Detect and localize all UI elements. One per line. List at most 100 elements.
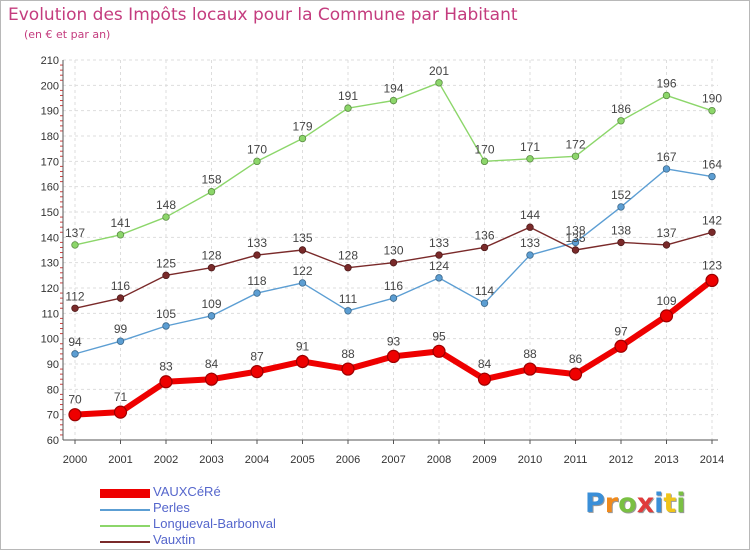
data-point-vauxtin [207, 264, 216, 272]
logo-letter: o [618, 488, 637, 519]
y-tick-label: 80 [47, 384, 59, 396]
data-label-vauxc-r-: 86 [569, 352, 583, 366]
data-point-perles [571, 238, 580, 247]
x-tick-label: 2001 [108, 454, 132, 466]
data-label-vauxtin: 137 [656, 226, 676, 240]
y-tick-label: 70 [47, 410, 59, 422]
data-label-vauxc-r-: 109 [656, 294, 676, 308]
data-point-vauxc-r- [113, 405, 128, 419]
data-label-longueval-barbonval: 186 [611, 102, 631, 116]
data-label-vauxc-r-: 88 [523, 347, 537, 361]
data-point-longueval-barbonval [344, 104, 352, 112]
data-point-longueval-barbonval [298, 134, 307, 143]
data-point-vauxc-r- [341, 362, 355, 376]
data-point-vauxtin [389, 258, 398, 267]
data-label-longueval-barbonval: 170 [247, 142, 267, 156]
y-tick-label: 210 [41, 55, 59, 67]
data-point-vauxtin [344, 264, 352, 272]
data-point-longueval-barbonval [662, 91, 671, 100]
data-point-longueval-barbonval [617, 117, 625, 125]
data-point-perles [162, 322, 170, 330]
data-label-longueval-barbonval: 190 [702, 92, 722, 106]
data-label-vauxc-r-: 84 [205, 357, 219, 371]
data-label-perles: 152 [611, 188, 631, 202]
data-point-vauxc-r- [68, 408, 82, 422]
data-label-longueval-barbonval: 201 [429, 64, 449, 78]
data-label-perles: 94 [68, 335, 82, 349]
data-point-vauxtin [253, 251, 261, 259]
axis-layer: 60 70 80 90 100 110 120 130 140 150 160 170 180 190 20… [41, 55, 725, 466]
data-point-vauxtin [662, 241, 671, 249]
y-tick-label: 90 [47, 359, 59, 371]
data-point-vauxc-r- [523, 362, 537, 376]
data-label-vauxc-r-: 95 [432, 329, 446, 343]
data-label-vauxtin: 116 [111, 279, 130, 293]
data-label-perles: 133 [520, 236, 540, 250]
logo-letter: t [663, 488, 677, 519]
data-label-vauxc-r-: 87 [250, 350, 264, 364]
data-point-vauxtin [617, 238, 625, 247]
data-label-longueval-barbonval: 158 [201, 173, 221, 187]
data-label-perles: 138 [565, 223, 585, 237]
data-point-vauxtin [708, 228, 716, 236]
x-tick-label: 2013 [654, 454, 678, 466]
data-label-perles: 122 [292, 264, 312, 278]
proxiti-logo: Proxiti [585, 488, 686, 519]
data-label-vauxc-r-: 70 [68, 393, 82, 407]
data-label-perles: 114 [475, 284, 494, 298]
y-tick-label: 180 [41, 131, 59, 143]
legend-swatch [100, 525, 150, 527]
data-label-vauxc-r-: 83 [159, 360, 173, 374]
data-point-longueval-barbonval [116, 231, 125, 239]
y-tick-label: 110 [41, 308, 59, 320]
data-point-vauxc-r- [386, 349, 401, 363]
x-tick-label: 2003 [199, 454, 223, 466]
data-point-perles [344, 307, 352, 315]
x-tick-label: 2012 [609, 454, 633, 466]
data-point-longueval-barbonval [253, 157, 261, 166]
y-tick-label: 170 [41, 156, 59, 168]
legend-label: VAUXCéRé [153, 484, 221, 499]
data-label-vauxtin: 144 [520, 208, 540, 222]
logo-letter: r [604, 488, 619, 519]
x-tick-label: 2007 [381, 454, 405, 466]
y-tick-label: 190 [41, 106, 59, 118]
chart-title: Evolution des Impôts locaux pour la Comm… [8, 5, 518, 25]
data-point-vauxc-r- [204, 372, 219, 386]
data-point-perles [435, 274, 443, 282]
data-label-vauxtin: 130 [383, 244, 403, 258]
data-point-longueval-barbonval [162, 213, 170, 221]
data-label-longueval-barbonval: 196 [656, 76, 676, 90]
logo-letter: i [676, 488, 686, 519]
data-label-vauxc-r-: 93 [387, 334, 401, 348]
data-label-longueval-barbonval: 194 [383, 82, 403, 96]
data-point-perles [116, 337, 125, 345]
data-point-vauxtin [71, 304, 79, 312]
data-point-vauxc-r- [614, 339, 628, 353]
data-point-vauxc-r- [568, 367, 583, 381]
data-point-perles [253, 289, 261, 297]
data-point-perles [662, 165, 671, 173]
data-point-vauxtin [480, 243, 489, 252]
data-point-perles [617, 203, 625, 211]
x-tick-label: 2000 [63, 454, 87, 466]
x-tick-label: 2006 [336, 454, 360, 466]
legend-label: Longueval-Barbonval [153, 516, 276, 531]
data-point-perles [708, 172, 716, 181]
data-point-perles [207, 312, 216, 320]
grid-layer [63, 59, 718, 441]
data-label-longueval-barbonval: 141 [110, 216, 130, 230]
data-label-longueval-barbonval: 191 [338, 89, 358, 103]
series-layer [68, 79, 719, 422]
data-label-longueval-barbonval: 171 [520, 140, 540, 154]
data-label-vauxtin: 125 [156, 256, 176, 270]
x-tick-label: 2008 [427, 454, 451, 466]
data-label-vauxtin: 133 [247, 236, 267, 250]
logo-letter: i [654, 488, 664, 519]
data-label-longueval-barbonval: 179 [292, 120, 312, 134]
data-point-perles [298, 279, 307, 287]
data-point-vauxtin [116, 294, 125, 302]
x-tick-label: 2009 [472, 454, 496, 466]
label-layer: 137 141 148 158 170 179 191 194 201 170 171 172 186 1… [65, 64, 722, 407]
